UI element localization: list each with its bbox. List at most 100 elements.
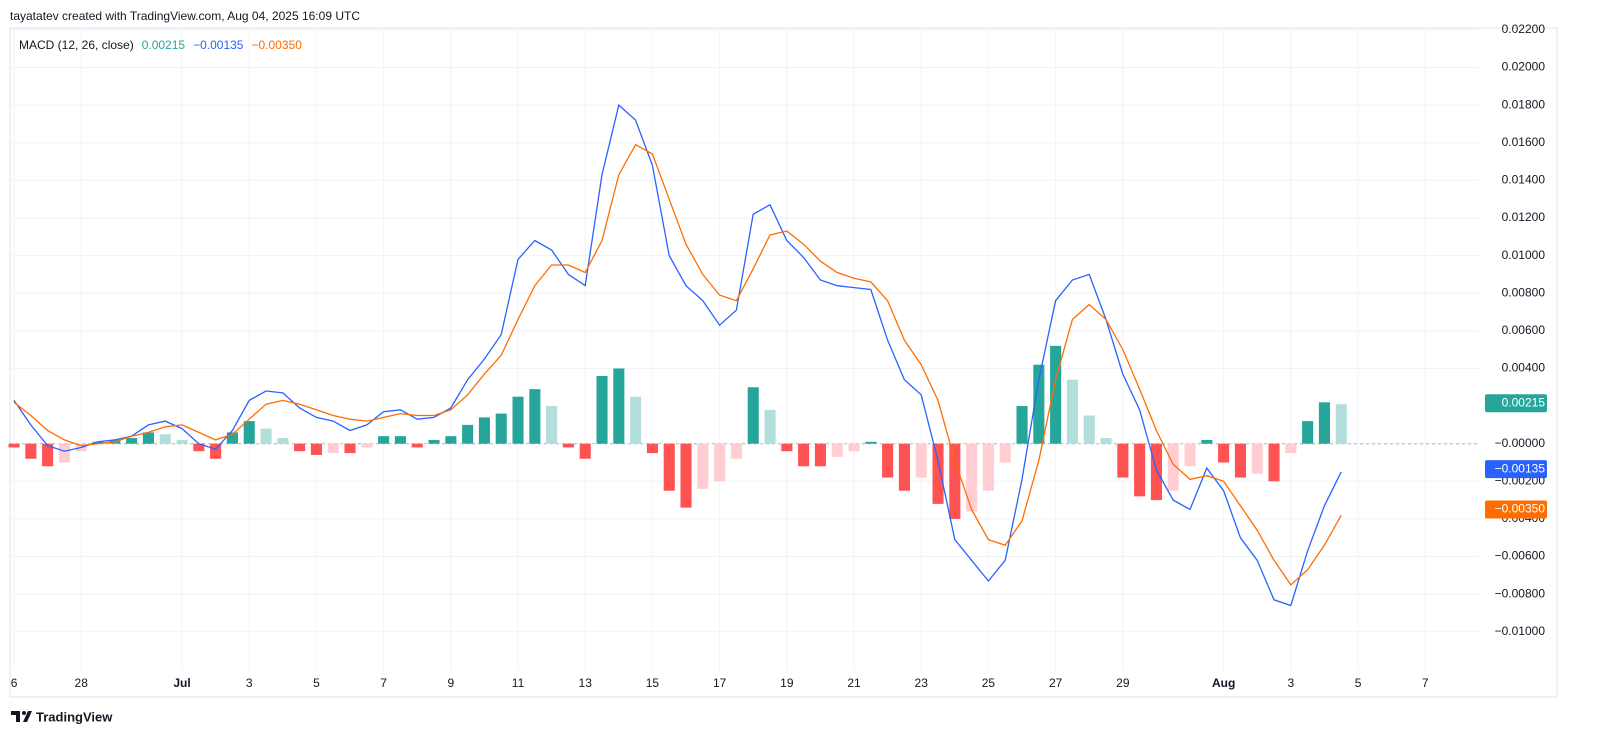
histogram-bar — [798, 443, 810, 467]
x-tick-label: 15 — [646, 676, 660, 690]
x-tick-label: 5 — [1355, 676, 1362, 690]
histogram-bar — [831, 443, 843, 457]
histogram-bar — [361, 443, 373, 448]
histogram-bar — [25, 443, 37, 459]
histogram-bar — [764, 409, 776, 444]
histogram-bar — [462, 424, 474, 444]
histogram-bar — [982, 443, 994, 491]
y-tick-label: 0.02000 — [1502, 60, 1546, 74]
x-tick-label: 7 — [380, 676, 387, 690]
histogram-bar — [1335, 404, 1347, 444]
histogram-bar — [730, 443, 742, 459]
y-tick-label: 0.01000 — [1502, 248, 1546, 262]
histogram-bar — [260, 428, 272, 444]
histogram-bar — [378, 436, 390, 444]
y-tick-label: 0.02200 — [1502, 22, 1546, 36]
histogram-bar — [411, 443, 423, 448]
histogram-bar — [949, 443, 961, 519]
x-tick-label: 6 — [11, 676, 18, 690]
histogram-bar — [1201, 439, 1213, 444]
histogram-bar — [781, 443, 793, 452]
histogram-bar — [445, 436, 457, 444]
histogram-bar — [898, 443, 910, 491]
histogram-bar — [159, 434, 171, 444]
grid — [10, 28, 1479, 670]
histogram-bar — [294, 443, 306, 452]
histogram-bar — [1134, 443, 1146, 497]
histogram-bar — [1234, 443, 1246, 478]
histogram-bar — [1251, 443, 1263, 474]
brand-logo — [11, 711, 32, 722]
histogram-bar — [613, 368, 625, 444]
x-tick-label: 11 — [512, 676, 525, 690]
x-tick-label: 13 — [579, 676, 593, 690]
histogram — [8, 345, 1347, 519]
x-tick-label: 29 — [1116, 676, 1130, 690]
x-tick-label: 5 — [313, 676, 320, 690]
histogram-bar — [663, 443, 675, 491]
histogram-bar — [999, 443, 1011, 463]
histogram-bar — [243, 421, 255, 444]
histogram-bar — [1150, 443, 1162, 501]
x-tick-label: 7 — [1422, 676, 1429, 690]
x-tick-label: 19 — [780, 676, 794, 690]
histogram-bar — [529, 389, 541, 444]
x-tick-label: 3 — [1287, 676, 1294, 690]
histogram-bar — [1016, 406, 1028, 444]
histogram-bar — [630, 396, 642, 444]
price-badge-label: −0.00135 — [1495, 461, 1546, 475]
price-badge-label: 0.00215 — [1502, 395, 1546, 409]
histogram-bar — [226, 432, 238, 444]
histogram-bar — [646, 443, 658, 454]
histogram-bar — [579, 443, 591, 459]
macd-line — [13, 143, 1342, 586]
x-tick-label: Aug — [1212, 676, 1235, 690]
histogram-bar — [1184, 443, 1196, 467]
y-tick-label: 0.01800 — [1502, 97, 1546, 111]
price-badge — [1485, 500, 1547, 519]
price-badge — [1485, 394, 1547, 413]
histogram-bar — [126, 438, 138, 444]
histogram-bar — [478, 417, 490, 444]
x-tick-label: Jul — [173, 676, 190, 690]
histogram-bar — [680, 443, 692, 508]
histogram-bar — [142, 432, 154, 444]
histogram-bar — [882, 443, 894, 478]
histogram-bar — [1050, 345, 1062, 444]
histogram-bar — [210, 443, 222, 459]
histogram-bar — [277, 438, 289, 444]
histogram-bar — [58, 443, 70, 463]
y-tick-label: −0.00000 — [1495, 436, 1546, 450]
brand-name: TradingView — [36, 709, 113, 724]
histogram-bar — [193, 443, 205, 452]
histogram-bar — [562, 443, 574, 448]
y-tick-label: 0.01200 — [1502, 210, 1546, 224]
x-tick-label: 23 — [915, 676, 929, 690]
histogram-bar — [92, 441, 104, 444]
x-tick-label: 3 — [246, 676, 253, 690]
y-tick-label: 0.00400 — [1502, 361, 1546, 375]
x-tick-label: 17 — [713, 676, 727, 690]
x-tick-label: 25 — [982, 676, 996, 690]
histogram-bar — [1318, 402, 1330, 444]
histogram-bar — [814, 443, 826, 467]
histogram-bar — [495, 413, 507, 444]
legend-value: 0.00215 — [142, 38, 186, 52]
y-tick-label: 0.01600 — [1502, 135, 1546, 149]
chart-frame — [9, 27, 1558, 698]
histogram-bar — [848, 443, 860, 452]
histogram-bar — [512, 396, 524, 444]
histogram-bar — [1083, 415, 1095, 444]
histogram-bar — [8, 443, 20, 448]
histogram-bar — [966, 443, 978, 512]
y-tick-label: −0.00600 — [1495, 549, 1546, 563]
histogram-bar — [865, 441, 877, 444]
histogram-bar — [747, 387, 759, 444]
price-badge-label: −0.00350 — [1495, 502, 1546, 516]
y-tick-label: 0.00600 — [1502, 323, 1546, 337]
histogram-bar — [310, 443, 322, 455]
y-tick-label: 0.00800 — [1502, 285, 1546, 299]
x-tick-label: 9 — [447, 676, 454, 690]
histogram-bar — [697, 443, 709, 489]
y-tick-label: −0.01000 — [1495, 624, 1546, 638]
